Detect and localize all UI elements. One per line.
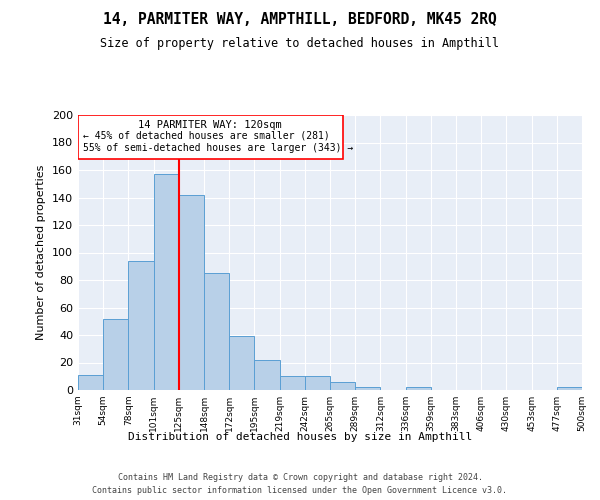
Text: 14 PARMITER WAY: 120sqm: 14 PARMITER WAY: 120sqm [139, 120, 282, 130]
Bar [103, 318, 128, 390]
Bar [557, 387, 582, 390]
Bar [128, 261, 154, 390]
Text: Contains HM Land Registry data © Crown copyright and database right 2024.: Contains HM Land Registry data © Crown c… [118, 472, 482, 482]
Bar [78, 375, 103, 390]
Text: Distribution of detached houses by size in Ampthill: Distribution of detached houses by size … [128, 432, 472, 442]
Bar [78, 115, 343, 159]
Text: 14, PARMITER WAY, AMPTHILL, BEDFORD, MK45 2RQ: 14, PARMITER WAY, AMPTHILL, BEDFORD, MK4… [103, 12, 497, 28]
Text: 55% of semi-detached houses are larger (343) →: 55% of semi-detached houses are larger (… [83, 143, 353, 153]
Bar [179, 194, 204, 390]
Bar [330, 382, 355, 390]
Y-axis label: Number of detached properties: Number of detached properties [37, 165, 46, 340]
Bar [204, 273, 229, 390]
Bar [406, 387, 431, 390]
Text: Contains public sector information licensed under the Open Government Licence v3: Contains public sector information licen… [92, 486, 508, 495]
Bar [229, 336, 254, 390]
Bar [154, 174, 179, 390]
Bar [254, 360, 280, 390]
Bar [305, 376, 330, 390]
Text: Size of property relative to detached houses in Ampthill: Size of property relative to detached ho… [101, 38, 499, 51]
Bar [280, 376, 305, 390]
Text: ← 45% of detached houses are smaller (281): ← 45% of detached houses are smaller (28… [83, 130, 330, 140]
Bar [355, 387, 380, 390]
